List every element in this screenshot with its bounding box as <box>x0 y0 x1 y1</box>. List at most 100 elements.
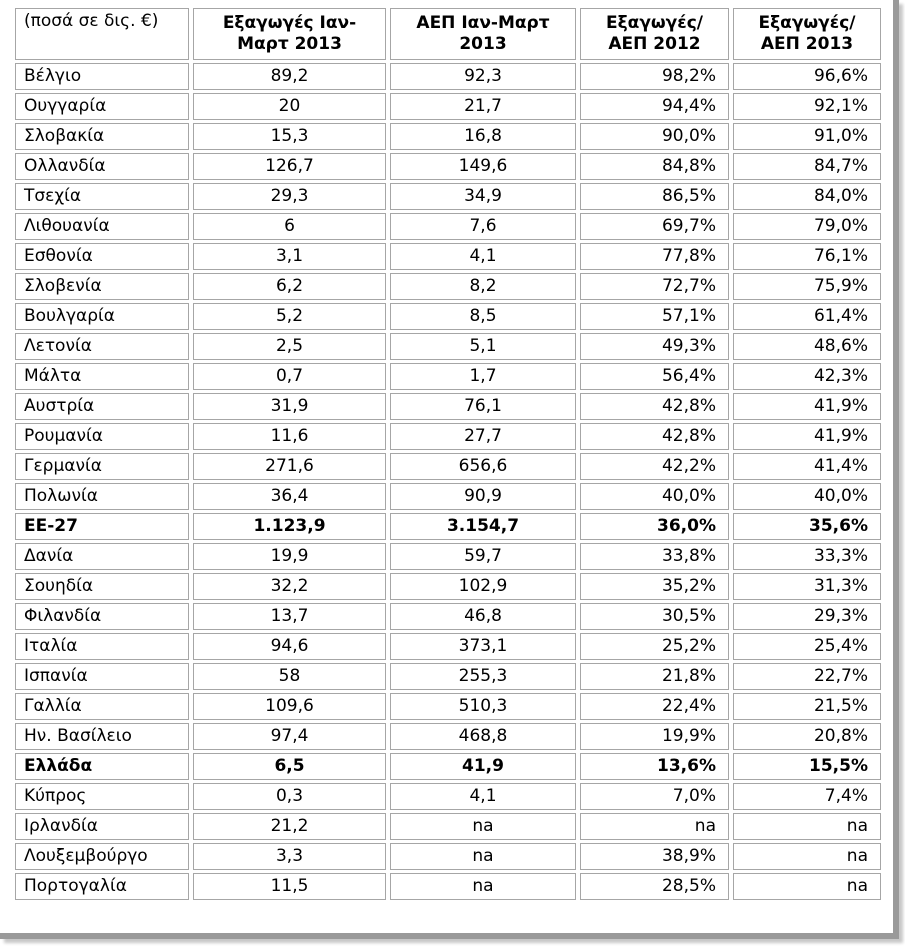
ratio-2013-cell: 35,6% <box>733 513 881 540</box>
exports-cell: 31,9 <box>193 393 386 420</box>
gdp-cell: 16,8 <box>390 123 576 150</box>
ratio-2012-cell: 13,6% <box>580 753 729 780</box>
table-row: Λετονία 2,5 5,1 49,3% 48,6% <box>15 333 881 360</box>
ratio-2013-cell: 31,3% <box>733 573 881 600</box>
header-unit: (ποσά σε δις. €) <box>15 8 189 60</box>
country-cell: Σλοβακία <box>15 123 189 150</box>
table-row: Αυστρία 31,9 76,1 42,8% 41,9% <box>15 393 881 420</box>
ratio-2013-cell: 20,8% <box>733 723 881 750</box>
exports-cell: 13,7 <box>193 603 386 630</box>
exports-cell: 19,9 <box>193 543 386 570</box>
country-cell: Σλοβενία <box>15 273 189 300</box>
exports-cell: 0,3 <box>193 783 386 810</box>
table-row: Ολλανδία 126,7 149,6 84,8% 84,7% <box>15 153 881 180</box>
table-row: ΕΕ-27 1.123,9 3.154,7 36,0% 35,6% <box>15 513 881 540</box>
ratio-2012-cell: 90,0% <box>580 123 729 150</box>
table-row: Λουξεμβούργο 3,3 na 38,9% na <box>15 843 881 870</box>
country-cell: Ην. Βασίλειο <box>15 723 189 750</box>
exports-gdp-table: (ποσά σε δις. €) Εξαγωγές Ιαν-Μαρτ 2013 … <box>11 5 885 903</box>
exports-cell: 109,6 <box>193 693 386 720</box>
ratio-2013-cell: 79,0% <box>733 213 881 240</box>
header-row: (ποσά σε δις. €) Εξαγωγές Ιαν-Μαρτ 2013 … <box>15 8 881 60</box>
ratio-2012-cell: 38,9% <box>580 843 729 870</box>
table-row: Ισπανία 58 255,3 21,8% 22,7% <box>15 663 881 690</box>
ratio-2012-cell: 49,3% <box>580 333 729 360</box>
table-row: Γερμανία 271,6 656,6 42,2% 41,4% <box>15 453 881 480</box>
ratio-2013-cell: 48,6% <box>733 333 881 360</box>
country-cell: Σουηδία <box>15 573 189 600</box>
ratio-2013-cell: 84,0% <box>733 183 881 210</box>
exports-cell: 126,7 <box>193 153 386 180</box>
country-cell: Γαλλία <box>15 693 189 720</box>
table-row: Γαλλία 109,6 510,3 22,4% 21,5% <box>15 693 881 720</box>
country-cell: Ελλάδα <box>15 753 189 780</box>
ratio-2012-cell: 72,7% <box>580 273 729 300</box>
exports-cell: 21,2 <box>193 813 386 840</box>
gdp-cell: 5,1 <box>390 333 576 360</box>
country-cell: Πορτογαλία <box>15 873 189 900</box>
gdp-cell: 21,7 <box>390 93 576 120</box>
gdp-cell: 59,7 <box>390 543 576 570</box>
gdp-cell: 90,9 <box>390 483 576 510</box>
exports-cell: 94,6 <box>193 633 386 660</box>
country-cell: Ουγγαρία <box>15 93 189 120</box>
ratio-2012-cell: 56,4% <box>580 363 729 390</box>
exports-cell: 3,3 <box>193 843 386 870</box>
ratio-2013-cell: 92,1% <box>733 93 881 120</box>
exports-cell: 1.123,9 <box>193 513 386 540</box>
country-cell: Λουξεμβούργο <box>15 843 189 870</box>
ratio-2013-cell: 22,7% <box>733 663 881 690</box>
gdp-cell: 34,9 <box>390 183 576 210</box>
gdp-cell: na <box>390 813 576 840</box>
country-cell: Εσθονία <box>15 243 189 270</box>
exports-cell: 36,4 <box>193 483 386 510</box>
header-ratio-2013: Εξαγωγές/ ΑΕΠ 2013 <box>733 8 881 60</box>
country-cell: Ιταλία <box>15 633 189 660</box>
exports-cell: 5,2 <box>193 303 386 330</box>
exports-cell: 2,5 <box>193 333 386 360</box>
ratio-2013-cell: 41,4% <box>733 453 881 480</box>
table-row: Βουλγαρία 5,2 8,5 57,1% 61,4% <box>15 303 881 330</box>
exports-cell: 11,6 <box>193 423 386 450</box>
table-row: Μάλτα 0,7 1,7 56,4% 42,3% <box>15 363 881 390</box>
gdp-cell: na <box>390 843 576 870</box>
ratio-2013-cell: 33,3% <box>733 543 881 570</box>
ratio-2012-cell: 42,2% <box>580 453 729 480</box>
gdp-cell: 1,7 <box>390 363 576 390</box>
ratio-2013-cell: 61,4% <box>733 303 881 330</box>
header-gdp: ΑΕΠ Ιαν-Μαρτ 2013 <box>390 8 576 60</box>
country-cell: Λετονία <box>15 333 189 360</box>
gdp-cell: 3.154,7 <box>390 513 576 540</box>
table-row: Βέλγιο 89,2 92,3 98,2% 96,6% <box>15 63 881 90</box>
ratio-2012-cell: 22,4% <box>580 693 729 720</box>
ratio-2013-cell: 75,9% <box>733 273 881 300</box>
ratio-2012-cell: 94,4% <box>580 93 729 120</box>
exports-cell: 0,7 <box>193 363 386 390</box>
ratio-2013-cell: 91,0% <box>733 123 881 150</box>
gdp-cell: 102,9 <box>390 573 576 600</box>
table-row: Σουηδία 32,2 102,9 35,2% 31,3% <box>15 573 881 600</box>
gdp-cell: 656,6 <box>390 453 576 480</box>
country-cell: Δανία <box>15 543 189 570</box>
country-cell: Ολλανδία <box>15 153 189 180</box>
ratio-2012-cell: 77,8% <box>580 243 729 270</box>
exports-cell: 11,5 <box>193 873 386 900</box>
gdp-cell: 41,9 <box>390 753 576 780</box>
gdp-cell: 255,3 <box>390 663 576 690</box>
gdp-cell: 92,3 <box>390 63 576 90</box>
country-cell: Βέλγιο <box>15 63 189 90</box>
table-row: Πορτογαλία 11,5 na 28,5% na <box>15 873 881 900</box>
ratio-2013-cell: 40,0% <box>733 483 881 510</box>
exports-cell: 32,2 <box>193 573 386 600</box>
header-exports: Εξαγωγές Ιαν-Μαρτ 2013 <box>193 8 386 60</box>
country-cell: Λιθουανία <box>15 213 189 240</box>
gdp-cell: 46,8 <box>390 603 576 630</box>
country-cell: Γερμανία <box>15 453 189 480</box>
table-row: Δανία 19,9 59,7 33,8% 33,3% <box>15 543 881 570</box>
ratio-2012-cell: 21,8% <box>580 663 729 690</box>
gdp-cell: 4,1 <box>390 243 576 270</box>
ratio-2012-cell: 7,0% <box>580 783 729 810</box>
table-row: Σλοβακία 15,3 16,8 90,0% 91,0% <box>15 123 881 150</box>
table-row: Ην. Βασίλειο 97,4 468,8 19,9% 20,8% <box>15 723 881 750</box>
